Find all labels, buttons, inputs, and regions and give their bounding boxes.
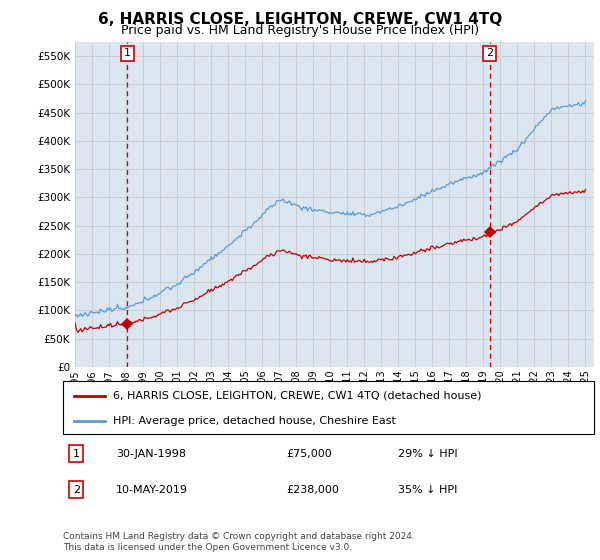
Text: HPI: Average price, detached house, Cheshire East: HPI: Average price, detached house, Ches…	[113, 416, 397, 426]
Text: 1: 1	[124, 49, 131, 58]
Text: 30-JAN-1998: 30-JAN-1998	[116, 449, 186, 459]
Text: Contains HM Land Registry data © Crown copyright and database right 2024.
This d: Contains HM Land Registry data © Crown c…	[63, 532, 415, 552]
Text: £238,000: £238,000	[286, 485, 339, 495]
Text: 2: 2	[73, 485, 80, 495]
Text: 6, HARRIS CLOSE, LEIGHTON, CREWE, CW1 4TQ: 6, HARRIS CLOSE, LEIGHTON, CREWE, CW1 4T…	[98, 12, 502, 27]
Text: Price paid vs. HM Land Registry's House Price Index (HPI): Price paid vs. HM Land Registry's House …	[121, 24, 479, 36]
Text: 2: 2	[486, 49, 493, 58]
Text: 29% ↓ HPI: 29% ↓ HPI	[398, 449, 457, 459]
Text: 6, HARRIS CLOSE, LEIGHTON, CREWE, CW1 4TQ (detached house): 6, HARRIS CLOSE, LEIGHTON, CREWE, CW1 4T…	[113, 391, 482, 401]
Text: 10-MAY-2019: 10-MAY-2019	[116, 485, 188, 495]
Text: £75,000: £75,000	[286, 449, 332, 459]
Text: 1: 1	[73, 449, 80, 459]
Text: 35% ↓ HPI: 35% ↓ HPI	[398, 485, 457, 495]
